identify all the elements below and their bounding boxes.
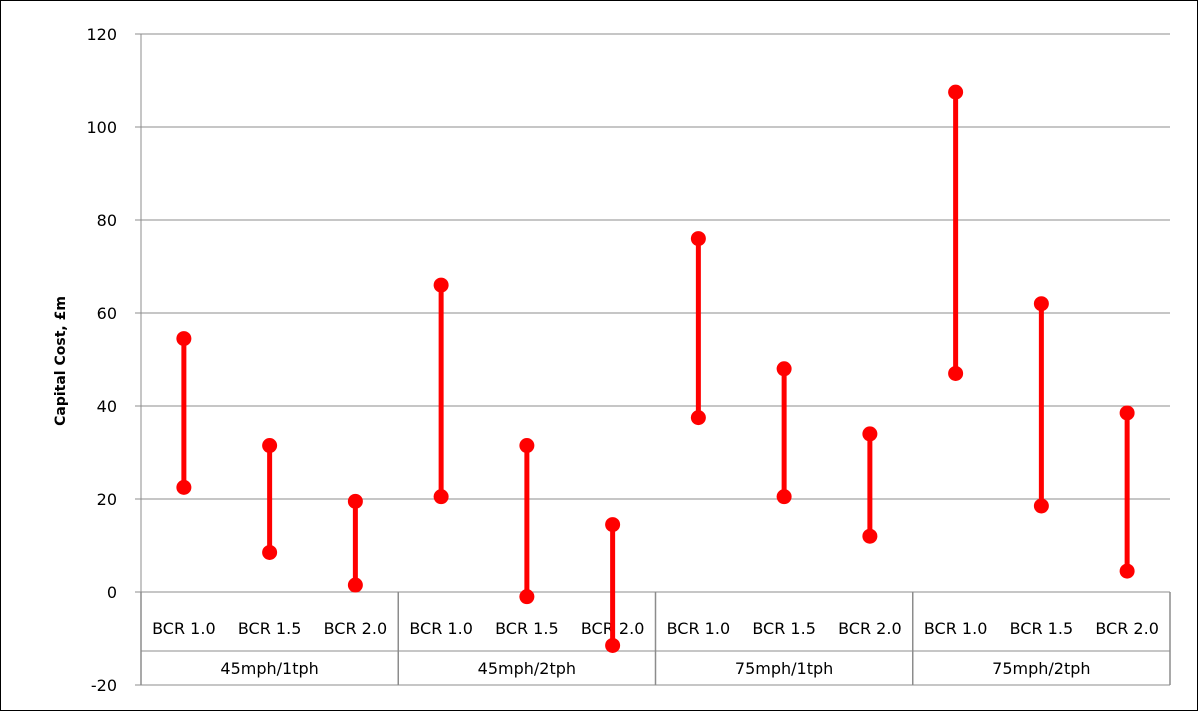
group-label: 45mph/1tph xyxy=(220,659,318,678)
range-high-point xyxy=(948,84,964,100)
y-tick-label: 0 xyxy=(107,583,117,602)
category-label: BCR 1.5 xyxy=(752,619,816,638)
category-label: BCR 1.0 xyxy=(152,619,216,638)
category-label: BCR 1.0 xyxy=(667,619,731,638)
range-low-point xyxy=(1119,563,1135,579)
y-axis-label: Capital Cost, £m xyxy=(53,296,69,426)
group-label: 45mph/2tph xyxy=(478,659,576,678)
group-label: 75mph/1tph xyxy=(735,659,833,678)
range-high-point xyxy=(776,361,792,377)
range-high-point xyxy=(347,493,363,509)
range-high-point xyxy=(605,517,621,533)
range-low-point xyxy=(347,577,363,593)
category-label: BCR 1.5 xyxy=(1010,619,1074,638)
range-low-point xyxy=(176,479,192,495)
y-tick-label: 120 xyxy=(86,25,117,44)
group-label: 75mph/2tph xyxy=(992,659,1090,678)
range-low-point xyxy=(1033,498,1049,514)
category-label: BCR 1.0 xyxy=(924,619,988,638)
range-low-point xyxy=(433,489,449,505)
y-tick-label: 40 xyxy=(97,397,117,416)
y-tick-label: 100 xyxy=(86,118,117,137)
range-low-point xyxy=(776,489,792,505)
range-high-point xyxy=(690,231,706,247)
range-high-point xyxy=(1119,405,1135,421)
range-low-point xyxy=(262,544,278,560)
range-high-point xyxy=(262,438,278,454)
category-label: BCR 2.0 xyxy=(324,619,388,638)
range-high-point xyxy=(519,438,535,454)
y-tick-label: 80 xyxy=(97,211,117,230)
range-high-point xyxy=(862,426,878,442)
range-low-point xyxy=(862,528,878,544)
range-low-point xyxy=(690,410,706,426)
category-label: BCR 2.0 xyxy=(838,619,902,638)
category-label: BCR 1.0 xyxy=(409,619,473,638)
category-label: BCR 1.5 xyxy=(238,619,302,638)
y-tick-label: -20 xyxy=(91,676,117,695)
y-tick-label: 20 xyxy=(97,490,117,509)
category-label: BCR 2.0 xyxy=(1095,619,1159,638)
range-low-point xyxy=(519,589,535,605)
range-low-point xyxy=(605,637,621,653)
range-high-point xyxy=(176,331,192,347)
category-label: BCR 1.5 xyxy=(495,619,559,638)
y-tick-label: 60 xyxy=(97,304,117,323)
range-high-point xyxy=(1033,296,1049,312)
range-low-point xyxy=(948,365,964,381)
range-high-point xyxy=(433,277,449,293)
